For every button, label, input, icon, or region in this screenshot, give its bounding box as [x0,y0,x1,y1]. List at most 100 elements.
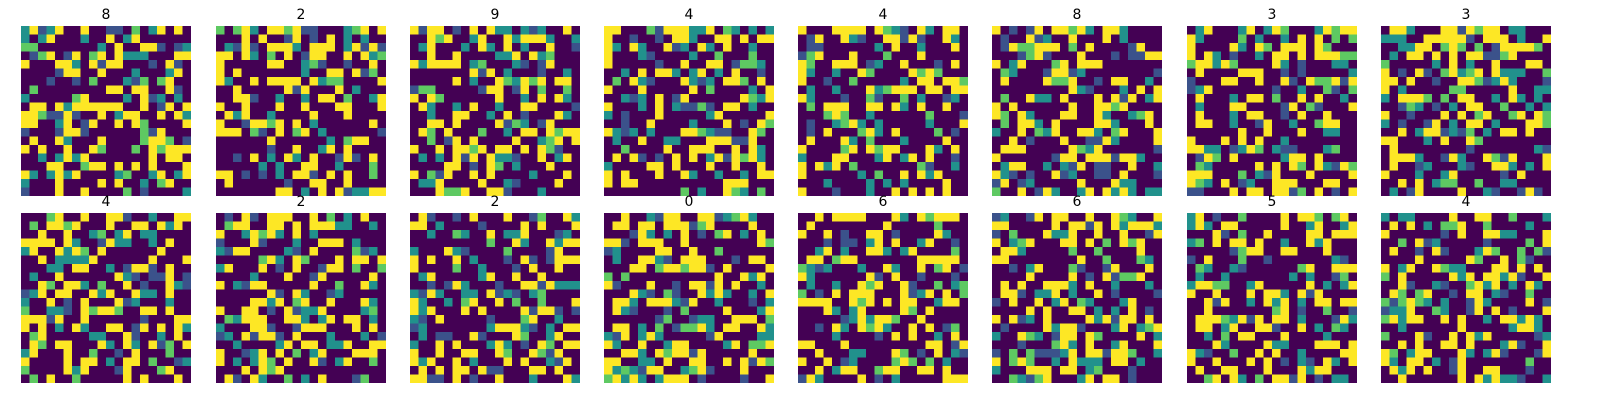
heatmap-cell [38,162,47,171]
heatmap-cell [309,51,319,61]
heatmap-cell [377,111,386,120]
heatmap-cell [418,68,428,78]
heatmap-cell [672,272,681,282]
heatmap-cell [114,94,124,103]
heatmap-cell [1204,162,1213,171]
heatmap-cell [1094,26,1103,35]
heatmap-cell [469,43,479,52]
heatmap-cell [1111,145,1120,154]
heatmap-cell [123,264,132,273]
heatmap-cell [29,298,39,307]
heatmap-cell [250,332,259,341]
heatmap-cell [452,34,462,44]
heatmap-cell [377,357,386,367]
heatmap-cell [1432,102,1441,112]
heatmap-cell [114,111,124,120]
heatmap-cell [241,230,251,239]
heatmap-cell [1000,85,1010,95]
heatmap-cell [123,221,132,231]
heatmap-cell [352,323,361,333]
heatmap-cell [1272,68,1281,78]
heatmap-cell [959,68,968,78]
heatmap-cell [1423,60,1433,69]
heatmap-cell [1331,26,1341,35]
heatmap-cell [72,340,81,350]
heatmap-cell [46,153,56,163]
heatmap-cell [80,323,90,333]
heatmap-cell [1280,136,1290,146]
heatmap-cell [131,60,141,69]
heatmap-cell [604,145,613,154]
heatmap-cell [731,366,741,375]
heatmap-cell [165,34,175,44]
heatmap-cell [267,187,276,196]
heatmap-cell [1508,136,1518,146]
heatmap-cell [157,323,166,333]
heatmap-cell [503,77,513,86]
heatmap-cell [503,281,513,290]
heatmap-cell [731,187,741,196]
heatmap-cell [1238,153,1247,163]
heatmap-cell [182,26,191,35]
heatmap-cell [874,136,884,146]
heatmap-cell [900,238,909,248]
heatmap-cell [233,153,242,163]
heatmap-cell [1389,170,1399,180]
heatmap-cell [461,230,470,239]
heatmap-cell [546,298,555,307]
heatmap-cell [182,255,191,265]
heatmap-cell [815,34,824,44]
heatmap-cell [1525,26,1535,35]
heatmap-cell [883,111,892,120]
heatmap-cell [140,111,149,120]
heatmap-cell [486,298,496,307]
heatmap-cell [765,111,774,120]
heatmap-cell [529,366,538,375]
heatmap-cell [638,306,647,316]
heatmap-cell [1204,34,1213,44]
heatmap-cell [495,230,504,239]
heatmap-cell [748,145,758,154]
panel-title: 8 [1072,7,1082,23]
heatmap-cell [38,272,47,282]
heatmap-cell [21,128,30,137]
heatmap-cell [360,213,370,222]
heatmap-cell [563,340,572,350]
heatmap-cell [621,145,630,154]
heatmap-cell [224,281,234,290]
heatmap-cell [216,136,225,146]
heatmap-cell [520,306,530,316]
heatmap-cell [444,272,453,282]
heatmap-cell [318,340,327,350]
heatmap-cell [680,26,690,35]
heatmap-cell [435,128,445,137]
heatmap-cell [275,60,285,69]
heatmap-cell [1432,128,1441,137]
heatmap-cell [478,289,487,299]
heatmap-cell [815,94,824,103]
heatmap-cell [537,366,547,375]
heatmap-cell [157,340,166,350]
heatmap-cell [29,230,39,239]
heatmap-cell [680,264,690,273]
heatmap-cell [1145,51,1154,61]
heatmap-cell [369,43,378,52]
heatmap-cell [284,85,293,95]
heatmap-cell [80,128,90,137]
heatmap-cell [21,102,30,112]
heatmap-cell [72,357,81,367]
heatmap-cell [1457,119,1467,129]
heatmap-cell [512,272,521,282]
heatmap-cell [275,136,285,146]
heatmap-cell [857,162,867,171]
heatmap-cell [309,298,319,307]
heatmap-cell [612,230,622,239]
heatmap-cell [537,136,547,146]
heatmap-cell [131,230,141,239]
heatmap-cell [1068,34,1078,44]
heatmap-cell [1000,68,1010,78]
heatmap-cell [410,111,419,120]
heatmap-cell [1017,94,1027,103]
heatmap-cell [723,102,732,112]
heatmap-cell [435,43,445,52]
